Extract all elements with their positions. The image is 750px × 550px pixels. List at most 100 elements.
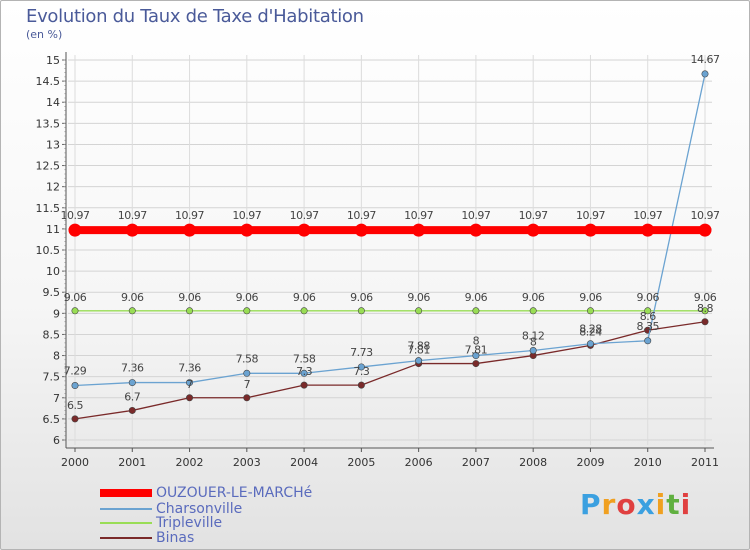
data-point: [644, 337, 652, 345]
data-point: [701, 307, 709, 315]
data-point: [354, 223, 368, 237]
data-point: [526, 223, 540, 237]
data-point: [469, 223, 483, 237]
data-point: [128, 307, 136, 315]
data-label: 10.97: [232, 209, 261, 222]
data-point: [300, 381, 308, 389]
data-label: 7: [244, 378, 251, 391]
data-point: [71, 415, 79, 423]
data-point: [644, 307, 652, 315]
data-label: 7.81: [465, 344, 488, 357]
data-point: [701, 70, 709, 78]
data-label: 6.7: [124, 390, 140, 403]
data-label: 10.97: [691, 209, 720, 222]
data-label: 7.29: [64, 365, 87, 378]
y-tick-label: 6: [53, 434, 60, 447]
legend-swatch: [100, 537, 152, 539]
data-label: 10.97: [576, 209, 605, 222]
data-label: 7.58: [293, 352, 316, 365]
data-point: [472, 307, 480, 315]
data-label: 7: [186, 378, 193, 391]
legend-label: OUZOUER-LE-MARCHé: [156, 485, 313, 501]
legend-item: Binas: [100, 530, 195, 546]
data-label: 8.28: [579, 323, 602, 336]
data-label: 6.5: [67, 399, 83, 412]
data-point: [701, 318, 709, 326]
data-label: 9.06: [636, 291, 659, 304]
y-tick-label: 6.5: [43, 413, 61, 426]
data-label: 7.88: [407, 340, 430, 353]
x-tick-label: 2009: [576, 456, 604, 469]
data-label: 8: [473, 335, 480, 348]
data-label: 7.73: [350, 346, 373, 359]
data-label: 9.06: [64, 291, 87, 304]
data-label: 9.06: [293, 291, 316, 304]
data-point: [357, 381, 365, 389]
data-point: [357, 363, 365, 371]
y-tick-label: 10: [46, 265, 60, 278]
logo-letter: P: [580, 488, 602, 521]
y-tick-label: 9: [53, 307, 60, 320]
legend-label: Tripleville: [156, 515, 223, 531]
unit-label: (en %): [26, 28, 63, 41]
data-label: 8.12: [522, 329, 545, 342]
data-point: [586, 307, 594, 315]
chart-title: Evolution du Taux de Taxe d'Habitation: [26, 6, 364, 27]
x-tick-label: 2008: [519, 456, 547, 469]
series-line: [74, 321, 706, 420]
y-tick-label: 7: [53, 392, 60, 405]
data-point: [472, 360, 480, 368]
data-point: [472, 352, 480, 360]
y-tick-label: 11.5: [36, 202, 61, 215]
data-label: 14.67: [691, 53, 720, 66]
data-label: 9.06: [579, 291, 602, 304]
data-point: [529, 307, 537, 315]
legend-swatch: [100, 522, 152, 524]
legend-item: OUZOUER-LE-MARCHé: [100, 485, 313, 501]
y-tick-label: 11: [46, 223, 60, 236]
data-label: 10.97: [519, 209, 548, 222]
data-label: 10.97: [118, 209, 147, 222]
data-point: [415, 357, 423, 365]
data-label: 7.36: [121, 362, 144, 375]
data-point: [583, 223, 597, 237]
x-tick-label: 2006: [405, 456, 433, 469]
logo-letter: i: [680, 488, 692, 521]
legend-label: Binas: [156, 530, 195, 546]
x-tick-label: 2001: [118, 456, 146, 469]
data-label: 9.06: [178, 291, 201, 304]
data-point: [183, 223, 197, 237]
data-label: 8.6: [640, 310, 656, 323]
x-tick-label: 2000: [61, 456, 89, 469]
logo-letter: i: [655, 488, 667, 521]
logo-letter: r: [601, 488, 617, 521]
y-tick-label: 7.5: [43, 371, 61, 384]
data-point: [125, 223, 139, 237]
data-label: 8.35: [636, 320, 659, 333]
data-label: 9.06: [522, 291, 545, 304]
proxiti-logo: Proxiti: [580, 488, 691, 521]
y-tick-label: 13.5: [36, 117, 61, 130]
y-tick-label: 14.5: [36, 75, 61, 88]
data-label: 7.58: [236, 352, 259, 365]
data-point: [300, 369, 308, 377]
legend-swatch: [100, 489, 152, 497]
y-tick-label: 14: [46, 96, 60, 109]
data-point: [186, 379, 194, 387]
data-point: [529, 346, 537, 354]
y-tick-label: 8.5: [43, 328, 61, 341]
data-point: [186, 307, 194, 315]
y-tick-label: 12: [46, 181, 60, 194]
y-tick-label: 8: [53, 350, 60, 363]
series-tripleville: [71, 307, 709, 315]
data-point: [415, 307, 423, 315]
data-point: [186, 394, 194, 402]
x-tick-label: 2011: [691, 456, 719, 469]
data-label: 10.97: [290, 209, 319, 222]
y-tick-label: 12.5: [36, 160, 61, 173]
data-point: [68, 223, 82, 237]
data-label: 9.06: [465, 291, 488, 304]
data-point: [128, 406, 136, 414]
